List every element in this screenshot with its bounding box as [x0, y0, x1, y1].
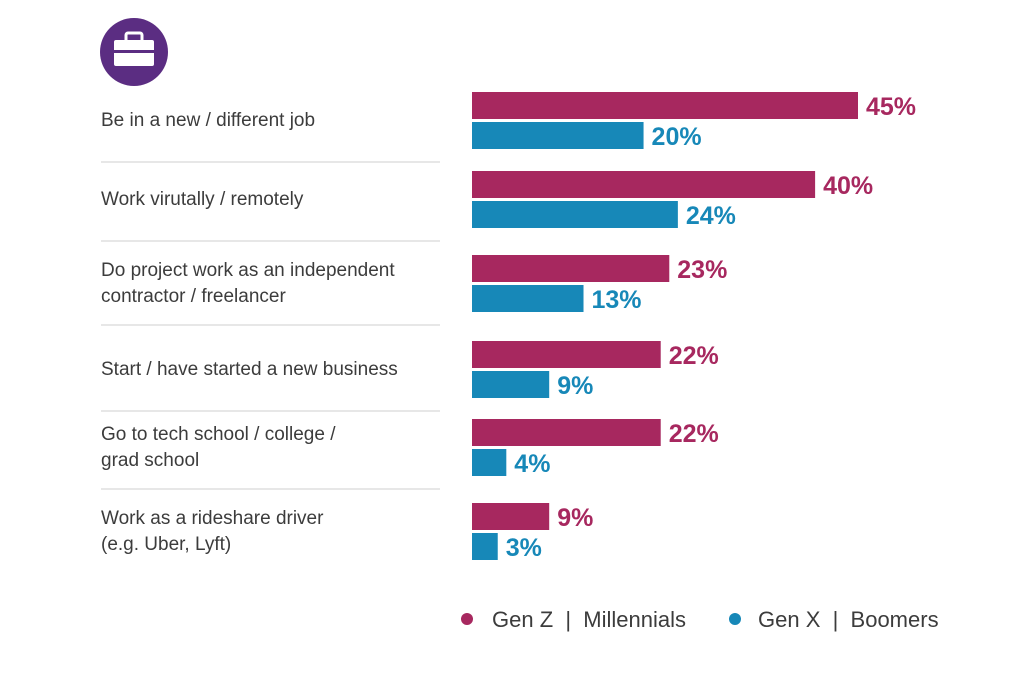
data-label: 22%	[669, 420, 719, 448]
bar-genx-boomers	[472, 285, 584, 312]
bar-genz-millennials	[472, 503, 550, 530]
bar-genx-boomers	[472, 449, 507, 476]
data-label: 3%	[506, 534, 542, 562]
bar-genz-millennials	[472, 171, 816, 198]
bar-genx-boomers	[472, 122, 644, 149]
category-label: Be in a new / different job	[101, 110, 315, 131]
category-label: Work virutally / remotely	[101, 189, 304, 210]
data-label: 40%	[823, 172, 873, 200]
data-label: 22%	[669, 342, 719, 370]
bar-genx-boomers	[472, 201, 678, 228]
data-label: 20%	[652, 123, 702, 151]
legend-dot-genx-boomers	[729, 613, 741, 625]
category-label: Go to tech school / college / grad school	[101, 424, 336, 471]
legend-dot-genz-millennials	[461, 613, 473, 625]
data-label: 4%	[514, 450, 550, 478]
briefcase-icon	[100, 18, 168, 86]
legend-item-genz-millennials: Gen Z | Millennials	[492, 607, 686, 632]
bar-genx-boomers	[472, 533, 498, 560]
data-label: 24%	[686, 202, 736, 230]
category-label: Do project work as an independent contrac…	[101, 260, 395, 307]
legend: Gen Z | Millennials Gen X | Boomers	[461, 607, 939, 632]
bar-genz-millennials	[472, 92, 858, 119]
data-label: 9%	[557, 504, 593, 532]
bar-genz-millennials	[472, 255, 670, 282]
data-label: 9%	[557, 372, 593, 400]
legend-item-genx-boomers: Gen X | Boomers	[758, 607, 939, 632]
data-label: 45%	[866, 93, 916, 121]
bar-genz-millennials	[472, 341, 661, 368]
data-label: 23%	[677, 256, 727, 284]
data-label: 13%	[592, 286, 642, 314]
category-label: Work as a rideshare driver (e.g. Uber, Ly…	[101, 508, 324, 555]
bar-genz-millennials	[472, 419, 661, 446]
bar-genx-boomers	[472, 371, 550, 398]
category-label: Start / have started a new business	[101, 359, 398, 380]
